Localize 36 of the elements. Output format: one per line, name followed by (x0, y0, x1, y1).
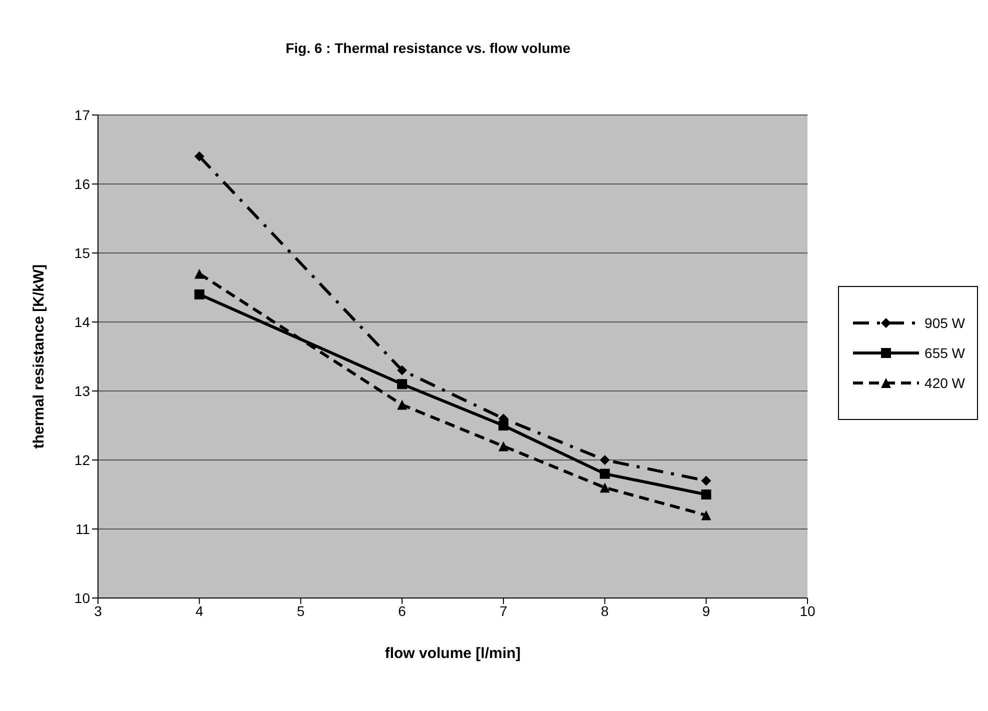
legend-label: 905 W (924, 315, 965, 331)
x-tick-label: 7 (500, 602, 508, 619)
point (701, 490, 712, 500)
y-tick-label: 12 (74, 452, 90, 468)
point (397, 379, 408, 390)
point (498, 441, 508, 452)
y-tick-label: 13 (74, 382, 90, 399)
x-tick-label: 5 (296, 602, 305, 619)
y-tick-label: 11 (75, 520, 90, 537)
chart-title: Fig. 6 : Thermal resistance vs. flow volume (284, 40, 572, 56)
y-tick-label: 16 (74, 176, 90, 192)
legend-label: 420 W (924, 375, 965, 391)
x-tick-label: 4 (195, 602, 204, 619)
point (194, 268, 204, 279)
y-tick-label: 10 (74, 590, 90, 606)
point (701, 476, 712, 486)
y-tick-label: 15 (74, 244, 90, 261)
y-tick-label: 14 (74, 314, 90, 330)
x-tick-label: 10 (800, 602, 816, 619)
point (397, 400, 408, 410)
x-tick-label: 3 (94, 602, 102, 619)
point (194, 289, 204, 300)
x-tick-label: 6 (398, 602, 406, 619)
point (194, 151, 204, 162)
point (701, 510, 712, 520)
y-tick-label: 17 (74, 106, 90, 123)
x-tick-label: 8 (600, 602, 609, 619)
point (600, 482, 610, 493)
point (397, 365, 408, 376)
x-axis-title: flow volume [l/min] (384, 645, 521, 662)
point (600, 455, 610, 465)
x-tick-label: 9 (702, 602, 710, 619)
point (600, 468, 610, 479)
point (498, 420, 508, 430)
legend-label: 655 W (924, 345, 965, 361)
y-axis-title: thermal resistance [K/kW] (30, 264, 48, 449)
